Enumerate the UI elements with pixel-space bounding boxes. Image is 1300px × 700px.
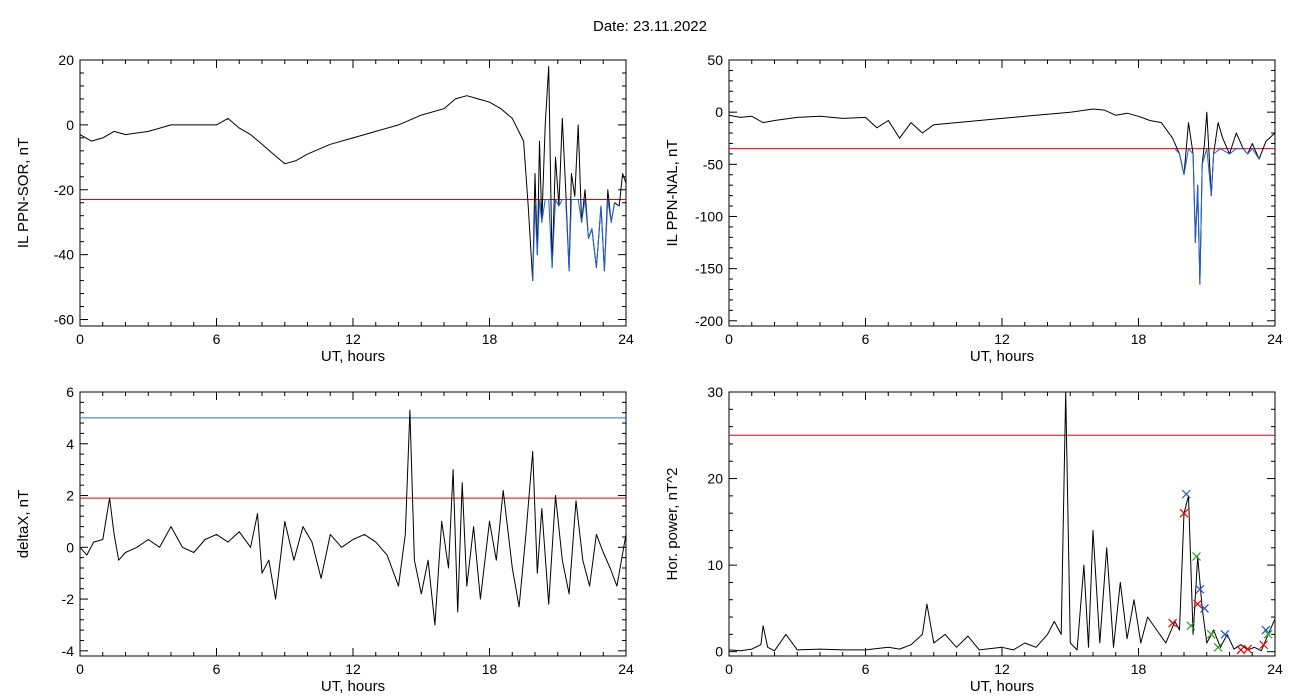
x-marker-stroke <box>1200 603 1209 613</box>
x-marker-stroke <box>1168 618 1178 628</box>
y-tick-label: 2 <box>66 488 74 504</box>
x-axis-label: UT, hours <box>321 348 385 365</box>
x-tick-label: 6 <box>862 661 870 677</box>
x-tick-label: 18 <box>482 661 498 677</box>
panel-1: 0 6 12 18 24 -60 -40 -20 0 20 UT, hours IL PPN-SOR,… <box>15 52 634 365</box>
y-axis-label: Hor. power, nT^2 <box>664 468 681 581</box>
series-line-2 <box>532 199 616 281</box>
x-tick-label: 12 <box>345 331 361 347</box>
series-line-1 <box>728 108 1276 285</box>
y-tick-label: -100 <box>695 208 723 224</box>
x-marker <box>1263 629 1273 639</box>
x-marker-stroke <box>1195 584 1205 594</box>
x-marker-stroke <box>1261 625 1271 635</box>
x-marker <box>1186 621 1196 631</box>
x-marker <box>1200 603 1209 613</box>
x-tick-label: 6 <box>213 661 221 677</box>
y-tick-label: 10 <box>707 557 723 573</box>
x-tick-label: 12 <box>994 331 1010 347</box>
y-tick-label: -60 <box>54 312 74 328</box>
plot-frame <box>728 59 1276 327</box>
y-axis-label: IL PPN-SOR, nT <box>15 138 32 248</box>
x-tick-label: 0 <box>725 661 733 677</box>
y-tick-label: -200 <box>695 313 723 329</box>
series-line-2 <box>1174 148 1260 285</box>
x-marker-stroke <box>1220 629 1230 639</box>
x-marker <box>1195 584 1205 594</box>
y-tick-label: -50 <box>703 156 723 172</box>
x-marker <box>1220 629 1230 639</box>
x-tick-label: 18 <box>1131 331 1147 347</box>
series-line-1 <box>79 66 627 282</box>
panel-4: 0 6 12 18 24 0 10 20 30 UT, hours Hor. power, nT^2 <box>664 384 1283 695</box>
plot-frame <box>79 59 627 327</box>
date-title: Date: 23.11.2022 <box>593 18 707 35</box>
y-axis-label: deltaX, nT <box>15 490 32 558</box>
y-tick-label: -2 <box>62 591 75 607</box>
series-line-1 <box>79 409 627 626</box>
x-marker <box>1168 618 1178 628</box>
y-tick-label: 0 <box>715 644 723 660</box>
panel-2: 0 6 12 18 24 -200 -150 -100 -50 0 50 UT, hours IL PP… <box>664 52 1283 365</box>
x-marker-stroke <box>1236 645 1246 655</box>
x-marker <box>1179 508 1189 518</box>
plot-frame <box>79 391 627 657</box>
x-marker-stroke <box>1259 640 1269 650</box>
x-tick-label: 0 <box>76 331 84 347</box>
x-tick-label: 12 <box>994 661 1010 677</box>
y-tick-label: -40 <box>54 247 74 263</box>
x-tick-label: 6 <box>213 331 221 347</box>
y-tick-label: 4 <box>66 436 74 452</box>
plot-frame <box>728 391 1276 657</box>
x-marker <box>1206 629 1216 639</box>
x-tick-label: 24 <box>1267 661 1283 677</box>
y-axis-label: IL PPN-NAL, nT <box>664 140 681 247</box>
y-tick-label: 20 <box>58 52 74 68</box>
x-tick-label: 24 <box>1267 331 1283 347</box>
x-marker-stroke <box>1186 621 1196 631</box>
x-tick-label: 6 <box>862 331 870 347</box>
x-marker <box>1193 599 1203 609</box>
y-tick-label: 0 <box>715 104 723 120</box>
y-tick-label: 0 <box>66 539 74 555</box>
x-marker-stroke <box>1213 642 1223 652</box>
x-marker-stroke <box>1181 489 1191 499</box>
x-marker-stroke <box>1263 629 1273 639</box>
x-marker-stroke <box>1192 552 1201 561</box>
x-tick-label: 24 <box>618 661 634 677</box>
x-marker-stroke <box>1206 629 1216 639</box>
x-axis-label: UT, hours <box>970 678 1034 695</box>
x-marker <box>1259 640 1269 650</box>
x-marker <box>1261 625 1271 635</box>
x-marker-stroke <box>1179 508 1189 518</box>
x-tick-label: 0 <box>725 331 733 347</box>
y-tick-label: -20 <box>54 182 74 198</box>
y-tick-label: 0 <box>66 117 74 133</box>
x-marker-stroke <box>1193 599 1203 609</box>
y-tick-label: -150 <box>695 261 723 277</box>
x-marker-stroke <box>1243 644 1253 654</box>
x-marker <box>1243 644 1253 654</box>
y-tick-label: 30 <box>707 384 723 400</box>
x-axis-label: UT, hours <box>321 678 385 695</box>
x-tick-label: 0 <box>76 661 84 677</box>
x-axis-label: UT, hours <box>970 348 1034 365</box>
y-tick-label: 6 <box>66 384 74 400</box>
x-marker <box>1192 552 1201 561</box>
y-tick-label: -4 <box>62 643 75 659</box>
x-tick-label: 24 <box>618 331 634 347</box>
y-tick-label: 50 <box>707 52 723 68</box>
x-tick-label: 18 <box>482 331 498 347</box>
x-marker <box>1181 489 1191 499</box>
y-tick-label: 20 <box>707 471 723 487</box>
x-marker <box>1213 642 1223 652</box>
series-line-1 <box>728 391 1276 652</box>
x-tick-label: 12 <box>345 661 361 677</box>
x-tick-label: 18 <box>1131 661 1147 677</box>
